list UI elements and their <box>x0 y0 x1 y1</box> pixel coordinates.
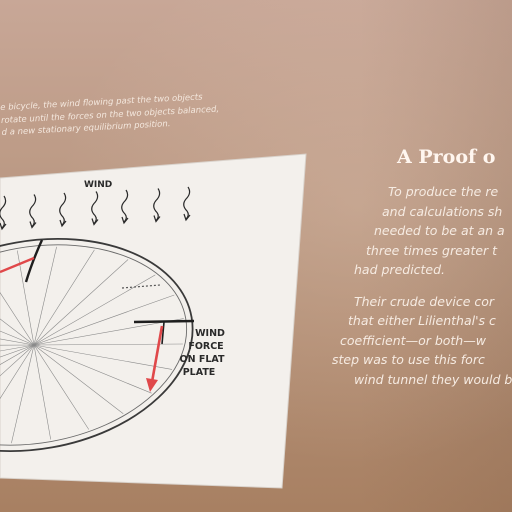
text-line: three times greater t <box>366 242 498 258</box>
wheel-spoke <box>0 344 35 352</box>
wheel-spoke <box>11 344 35 444</box>
wind-arrowhead <box>91 218 99 226</box>
red-force-arrow <box>150 325 164 383</box>
wind-force-label-line: ON FLAT <box>180 354 225 365</box>
red-force-arrowhead <box>146 378 158 392</box>
wheel-rim-outer <box>0 237 194 453</box>
wheel-spoke <box>0 318 35 346</box>
wheel-spoke <box>0 344 35 377</box>
panel-body: To produce the re and calculations sh ne… <box>332 182 512 390</box>
wind-force-label: WIND FORCE ON FLAT PLATE <box>180 328 226 378</box>
text-line: step was to use this forc <box>332 352 485 367</box>
wheel-spoke <box>33 344 152 394</box>
wind-squiggle <box>183 186 191 220</box>
text-line: To produce the re <box>388 184 499 199</box>
wind-squiggle <box>121 189 129 223</box>
text-line: needed to be at an a <box>374 223 505 238</box>
wind-squiggle <box>153 188 161 221</box>
wind-arrowhead <box>121 216 129 225</box>
wind-arrows <box>0 186 191 231</box>
plate-stem <box>161 321 165 345</box>
wind-arrowhead <box>183 213 191 222</box>
curved-plate <box>24 239 44 283</box>
wind-arrowhead <box>59 219 67 228</box>
text-line: that either Lilienthal's c <box>348 313 496 328</box>
text-line: coefficient—or both—w <box>340 332 486 348</box>
wheel-spoke <box>0 292 35 346</box>
wind-arrowhead <box>0 222 7 231</box>
wheel-spoke <box>33 344 90 430</box>
wheel-spoke <box>33 318 184 346</box>
panel-title: A Proof o <box>397 146 496 168</box>
wheel-spoke <box>33 344 124 414</box>
wheel-spoke <box>0 344 35 358</box>
wheel-spoke <box>0 338 35 346</box>
text-line: had predicted. <box>354 262 446 277</box>
wheel-spoke <box>33 259 129 346</box>
wind-label: WIND <box>84 180 112 190</box>
wheel-spoke <box>33 344 173 370</box>
wind-arrowhead <box>153 215 161 223</box>
wind-arrowhead <box>29 221 37 229</box>
wheel-rim-inner <box>0 244 188 446</box>
wind-squiggle <box>91 191 99 224</box>
flat-plate <box>133 319 195 324</box>
wind-squiggle <box>29 194 37 227</box>
wheel-spoke <box>0 344 35 365</box>
wheel-spoke <box>0 344 35 346</box>
wind-force-label-line: WIND <box>195 328 225 339</box>
wheel-spoke <box>17 250 35 346</box>
wheel-spoke <box>33 294 175 346</box>
wheel-spoke <box>0 344 35 400</box>
wind-force-label-line: PLATE <box>183 367 216 378</box>
wheel-spoke <box>0 330 35 346</box>
wheel-spoke <box>33 344 51 440</box>
wind-squiggle <box>0 195 7 229</box>
paragraph-2: Their crude device cor that either Lilie… <box>332 292 512 390</box>
wheel-spoke <box>33 246 57 346</box>
wheel-spokes <box>0 246 184 444</box>
wind-force-label-line: FORCE <box>188 341 223 352</box>
paragraph-1: To produce the re and calculations sh ne… <box>354 182 512 280</box>
red-force-arrow-top <box>0 256 35 274</box>
text-line: wind tunnel they would b <box>354 371 512 387</box>
text-line: Their crude device cor <box>354 293 495 309</box>
wheel-spoke <box>33 249 95 346</box>
wind-squiggle <box>59 192 67 226</box>
text-line: and calculations sh <box>382 203 503 219</box>
